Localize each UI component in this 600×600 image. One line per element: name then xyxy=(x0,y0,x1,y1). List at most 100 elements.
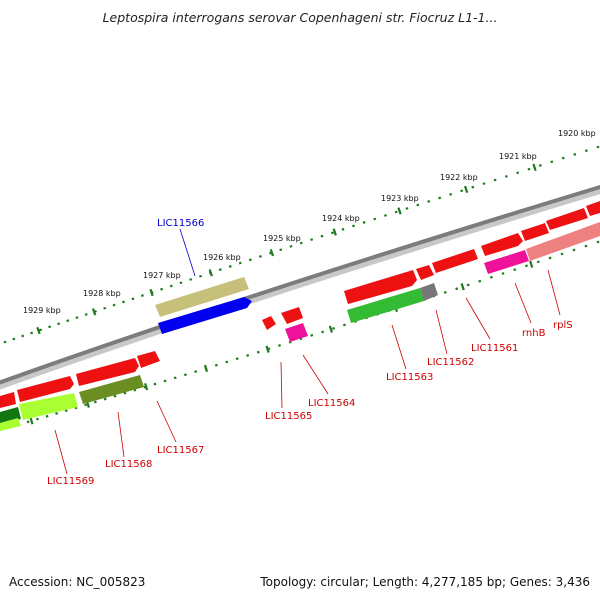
gene-feature-mid-6[interactable] xyxy=(546,208,588,230)
scale-dot xyxy=(352,224,356,228)
gene-feature-lime-left[interactable] xyxy=(0,418,21,431)
gene-feature-mid-2[interactable] xyxy=(416,265,434,280)
scale-dot xyxy=(55,412,59,415)
gene-feature-upper-left-4[interactable] xyxy=(137,351,160,368)
scale-dot xyxy=(173,376,177,380)
scale-dot xyxy=(310,333,314,337)
scale-dot xyxy=(163,379,167,383)
scale-tick xyxy=(208,269,213,277)
gene-feature-mid-1[interactable] xyxy=(344,270,417,304)
scale-tick xyxy=(144,383,149,391)
scale-dot xyxy=(3,340,7,344)
gene-feature-green[interactable] xyxy=(347,288,424,323)
scale-dot xyxy=(504,174,508,178)
scale-dot xyxy=(288,340,292,344)
callout-lic11569 xyxy=(54,429,68,475)
scale-dot xyxy=(536,260,540,264)
scale-dot xyxy=(299,241,303,245)
scale-dot xyxy=(362,221,366,224)
gene-label[interactable]: rnhB xyxy=(522,328,546,339)
gene-label[interactable]: LIC11564 xyxy=(308,398,355,409)
scale-tick xyxy=(203,364,209,373)
callout-lic11562 xyxy=(435,309,448,355)
callout-lic11565 xyxy=(280,361,283,409)
gene-label[interactable]: LIC11562 xyxy=(427,357,474,368)
scale-dot xyxy=(112,303,116,307)
scale-tick xyxy=(91,308,97,316)
tick-label: 1923 kbp xyxy=(381,194,419,203)
gene-label[interactable]: LIC11566 xyxy=(157,218,204,229)
gene-feature-small-1[interactable] xyxy=(262,316,276,330)
gene-label[interactable]: LIC11565 xyxy=(265,411,312,422)
gene-label[interactable]: LIC11561 xyxy=(471,343,518,354)
tick-label: 1926 kbp xyxy=(203,253,241,262)
gene-label[interactable]: LIC11568 xyxy=(105,459,152,470)
genes-upper xyxy=(0,201,600,408)
scale-dot xyxy=(405,207,409,210)
scale-dot xyxy=(584,149,588,153)
scale-dot xyxy=(194,370,198,373)
scale-dot xyxy=(455,287,459,291)
genes-lower xyxy=(0,222,600,431)
gene-feature-lime[interactable] xyxy=(19,393,78,420)
scale-tick xyxy=(265,345,270,353)
gene-feature-mid-4[interactable] xyxy=(481,233,523,256)
scale-dot xyxy=(248,258,252,262)
topology-text: Topology: circular; Length: 4,277,185 bp… xyxy=(260,575,590,589)
scale-tick-labels: 1920 kbp 1921 kbp 1922 kbp 1923 kbp 1924 kbp… xyxy=(23,129,596,315)
scale-tick xyxy=(397,207,402,215)
scale-dot xyxy=(416,203,420,207)
scale-dot xyxy=(471,185,475,189)
gene-feature-mid-3[interactable] xyxy=(432,249,478,273)
scale-dot xyxy=(218,268,222,272)
scale-dot xyxy=(66,319,70,323)
gene-feature-mid-7[interactable] xyxy=(586,201,600,216)
scale-dot xyxy=(427,200,431,203)
gene-label[interactable]: LIC11567 xyxy=(157,445,204,456)
gene-feature-lic11566[interactable] xyxy=(155,277,249,317)
gene-feature-pink[interactable] xyxy=(285,323,308,342)
scale-tick xyxy=(532,163,537,171)
scale-dot xyxy=(235,357,239,361)
gene-label[interactable]: LIC11563 xyxy=(386,372,433,383)
scale-dot xyxy=(278,344,281,347)
gene-label[interactable]: LIC11569 xyxy=(47,476,94,487)
scale-dot xyxy=(103,397,107,401)
scale-dot xyxy=(573,153,577,156)
callout-lic11568 xyxy=(117,411,125,458)
gene-feature-rpls[interactable] xyxy=(526,222,600,261)
callout-lic11566 xyxy=(179,228,196,277)
scale-dot xyxy=(199,274,203,278)
gene-feature-olive[interactable] xyxy=(79,375,144,404)
scale-tick xyxy=(529,260,534,268)
scale-dot xyxy=(561,156,565,160)
gene-feature-upper-left-2[interactable] xyxy=(0,392,16,408)
scale-tick xyxy=(36,326,41,335)
scale-dot xyxy=(493,178,497,182)
scale-dot xyxy=(516,171,520,175)
scale-dot xyxy=(246,354,250,357)
tick-label: 1928 kbp xyxy=(83,289,121,298)
tick-label: 1925 kbp xyxy=(263,234,301,243)
scale-dot xyxy=(26,420,30,424)
gene-labels: LIC11566 LIC11565 LIC11564 LIC11563 LIC11562… xyxy=(47,218,573,487)
scale-dot xyxy=(57,322,61,326)
gene-feature-upper-left-3[interactable] xyxy=(76,358,139,386)
gene-feature-gray[interactable] xyxy=(420,283,438,301)
scale-dot xyxy=(331,231,334,235)
scale-dot xyxy=(64,409,68,413)
scale-dot xyxy=(256,350,260,354)
scale-dot xyxy=(214,363,218,367)
gene-feature-upper-left-1[interactable] xyxy=(17,376,74,402)
scale-dot xyxy=(596,240,600,244)
scale-dot xyxy=(113,394,117,398)
gene-feature-small-2[interactable] xyxy=(281,307,303,324)
backbone-shadow xyxy=(0,187,600,390)
gene-feature-mid-5[interactable] xyxy=(521,223,549,241)
gene-label[interactable]: rplS xyxy=(553,320,573,331)
gene-feature-rnhb[interactable] xyxy=(484,250,529,274)
gene-feature-blue[interactable] xyxy=(158,297,252,334)
scale-dot xyxy=(279,248,283,252)
scale-dot xyxy=(443,290,447,294)
scale-dot xyxy=(373,217,377,221)
